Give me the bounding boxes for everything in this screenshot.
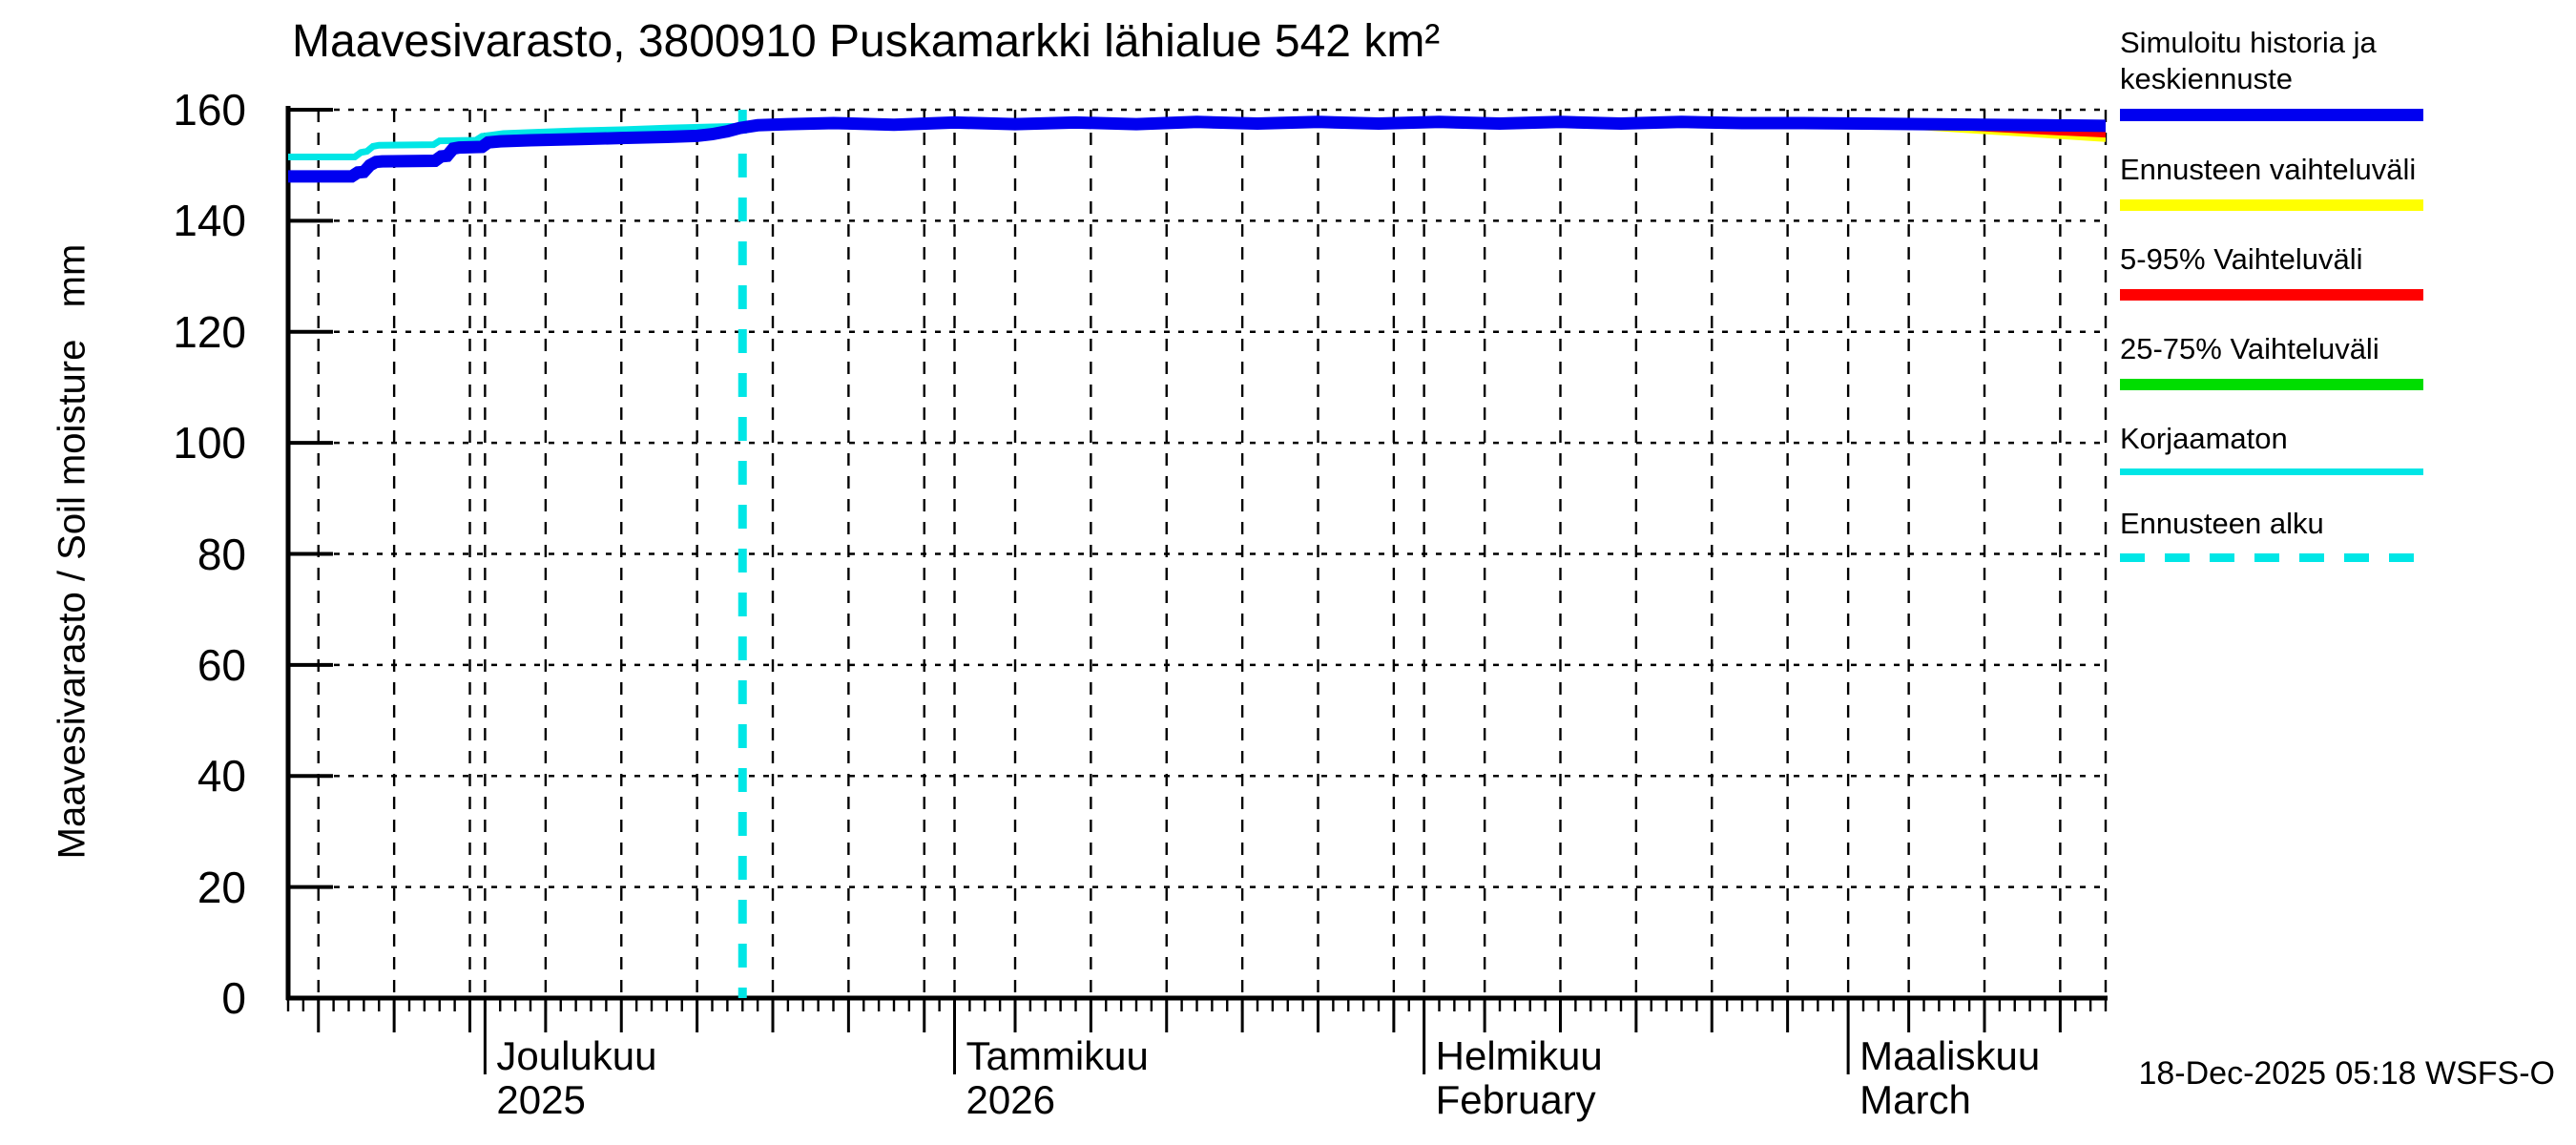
legend-item-3: 25-75% Vaihteluväli <box>2120 331 2502 390</box>
legend-label: Ennusteen alku <box>2120 507 2324 540</box>
legend-label: Simuloitu historia ja keskiennuste <box>2120 26 2377 95</box>
y-tick-label-20: 20 <box>197 862 246 912</box>
y-tick-label-60: 60 <box>197 639 246 690</box>
legend-label: 5-95% Vaihteluväli <box>2120 242 2363 276</box>
y-tick-label-140: 140 <box>173 196 246 246</box>
month-sub: March <box>1859 1077 1971 1122</box>
korjaamaton-line <box>288 122 743 160</box>
month-sub: 2026 <box>966 1077 1055 1122</box>
y-tick-label-100: 100 <box>173 418 246 468</box>
y-axis-label: Maavesivarasto / Soil moisture mm <box>51 243 93 860</box>
chart-title: Maavesivarasto, 3800910 Puskamarkki lähi… <box>292 16 1441 67</box>
timestamp: 18-Dec-2025 05:18 WSFS-O <box>2138 1055 2555 1092</box>
simulated-median-line <box>288 115 2107 183</box>
x-month-label-Tammikuu: Tammikuu 2026 <box>966 1034 1149 1122</box>
legend-label: Korjaamaton <box>2120 422 2288 455</box>
month-name: Maaliskuu <box>1859 1033 2041 1078</box>
legend-swatch-line <box>2120 379 2423 390</box>
y-tick-label-0: 0 <box>221 973 246 1023</box>
month-name: Tammikuu <box>966 1033 1149 1078</box>
legend-swatch-line <box>2120 109 2423 121</box>
legend-label: Ennusteen vaihteluväli <box>2120 153 2417 186</box>
legend-item-4: Korjaamaton <box>2120 421 2502 475</box>
x-month-label-Maaliskuu: Maaliskuu March <box>1859 1034 2040 1122</box>
legend-swatch-dashed-line <box>2120 553 2423 562</box>
legend-item-0: Simuloitu historia ja keskiennuste <box>2120 25 2502 121</box>
y-tick-label-120: 120 <box>173 306 246 357</box>
legend-swatch-line <box>2120 199 2423 211</box>
y-tick-label-160: 160 <box>173 85 246 135</box>
month-sub: 2025 <box>496 1077 586 1122</box>
legend-item-1: Ennusteen vaihteluväli <box>2120 152 2502 211</box>
x-month-label-Joulukuu: Joulukuu 2025 <box>496 1034 656 1122</box>
x-month-label-Helmikuu: Helmikuu February <box>1436 1034 1603 1122</box>
legend-item-5: Ennusteen alku <box>2120 506 2502 562</box>
y-tick-label-80: 80 <box>197 529 246 579</box>
legend-swatch-line <box>2120 468 2423 475</box>
legend: Simuloitu historia ja keskiennuste Ennust… <box>2120 25 2502 593</box>
month-name: Helmikuu <box>1435 1033 1603 1078</box>
legend-label: 25-75% Vaihteluväli <box>2120 332 2379 365</box>
y-tick-label-40: 40 <box>197 751 246 802</box>
legend-swatch-line <box>2120 289 2423 301</box>
month-sub: February <box>1435 1077 1596 1122</box>
legend-item-2: 5-95% Vaihteluväli <box>2120 241 2502 301</box>
month-name: Joulukuu <box>496 1033 657 1078</box>
